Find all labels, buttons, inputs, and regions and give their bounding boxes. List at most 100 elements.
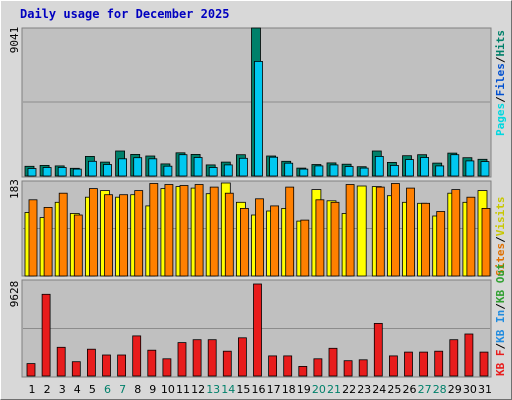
- legend-kbin: KB In: [494, 310, 507, 343]
- bar-sites-day-6: [104, 194, 113, 277]
- bar-sites-day-16: [255, 198, 264, 277]
- bar-kbf-day-19: [298, 365, 308, 377]
- bar-files-day-18: [284, 162, 294, 177]
- bar-kbf-day-21: [328, 347, 338, 377]
- bar-files-day-23: [359, 167, 369, 177]
- day-label-18: 18: [282, 383, 296, 396]
- bar-sites-day-7: [119, 194, 128, 277]
- bar-files-day-15: [238, 157, 248, 177]
- legend-hits-files-pages: Pages/Files/Hits: [494, 30, 507, 136]
- day-label-30: 30: [463, 383, 477, 396]
- bar-files-day-5: [88, 160, 97, 177]
- day-label-12: 12: [191, 383, 205, 396]
- bar-kbf-day-10: [162, 358, 172, 377]
- bar-kbf-day-14: [222, 350, 232, 377]
- day-label-1: 1: [29, 383, 36, 396]
- day-label-20: 20: [312, 383, 326, 396]
- y-max-label-kbytes: 9628: [8, 281, 21, 308]
- bar-files-day-26: [405, 159, 414, 177]
- bar-sites-day-28: [436, 211, 446, 277]
- day-label-26: 26: [403, 383, 417, 396]
- day-label-31: 31: [478, 383, 492, 396]
- bar-kbf-day-24: [373, 322, 383, 377]
- bar-files-day-13: [208, 167, 218, 177]
- bar-kbf-day-5: [87, 348, 96, 377]
- bar-files-day-7: [118, 158, 127, 177]
- bar-kbf-day-12: [192, 339, 202, 377]
- bar-sites-day-1: [28, 199, 38, 277]
- bar-sites-day-2: [43, 206, 53, 277]
- bar-sites-day-31: [481, 207, 491, 277]
- bar-sites-day-11: [179, 185, 189, 277]
- day-label-6: 6: [104, 383, 111, 396]
- day-label-5: 5: [89, 383, 96, 396]
- bar-files-day-22: [344, 166, 354, 177]
- bar-sites-day-13: [209, 186, 219, 277]
- bar-sites-day-30: [466, 196, 476, 277]
- bar-kbf-day-15: [237, 337, 247, 377]
- bar-files-day-8: [133, 157, 143, 177]
- legend-kbytes: KB F/KB In/KB Out: [494, 263, 507, 376]
- bar-kbf-day-23: [358, 359, 368, 377]
- legend-kbf: KB F: [494, 350, 507, 377]
- bar-sites-day-20: [315, 199, 325, 277]
- bar-files-day-25: [389, 164, 399, 177]
- bar-kbf-day-17: [268, 355, 278, 377]
- bar-kbf-day-26: [404, 351, 413, 377]
- bar-kbf-day-9: [147, 349, 157, 377]
- bar-sites-day-22: [345, 184, 355, 277]
- bar-kbf-day-6: [102, 354, 111, 377]
- day-label-17: 17: [267, 383, 281, 396]
- bar-visits-day-23: [356, 185, 367, 277]
- bar-kbf-day-1: [26, 363, 36, 377]
- day-label-23: 23: [357, 383, 371, 396]
- bar-files-day-28: [435, 165, 445, 177]
- bar-kbf-day-16: [253, 283, 262, 377]
- bar-sites-day-3: [58, 192, 68, 277]
- bar-files-day-9: [148, 158, 158, 177]
- day-label-11: 11: [176, 383, 190, 396]
- bar-files-day-29: [450, 154, 460, 177]
- bar-kbf-day-8: [132, 335, 142, 377]
- bar-kbf-day-7: [117, 354, 126, 377]
- bar-sites-day-15: [239, 207, 249, 277]
- day-label-14: 14: [221, 383, 235, 396]
- bar-kbf-day-11: [177, 342, 187, 377]
- day-label-24: 24: [372, 383, 386, 396]
- day-label-10: 10: [161, 383, 175, 396]
- bar-files-day-14: [223, 164, 233, 177]
- bar-kbf-day-31: [479, 351, 489, 377]
- bar-files-day-17: [269, 156, 279, 177]
- bar-sites-day-14: [224, 192, 234, 277]
- bar-sites-day-27: [421, 202, 431, 277]
- bar-sites-day-17: [270, 205, 280, 277]
- bar-kbf-day-2: [41, 293, 51, 377]
- bar-sites-day-21: [330, 201, 340, 277]
- day-label-22: 22: [342, 383, 356, 396]
- legend-sites: Sites: [494, 243, 507, 276]
- bar-sites-day-12: [194, 184, 204, 277]
- bar-files-day-4: [72, 168, 82, 177]
- legend-visits: Visits: [494, 197, 507, 237]
- day-label-15: 15: [236, 383, 250, 396]
- day-label-2: 2: [44, 383, 51, 396]
- bar-files-day-11: [178, 154, 188, 177]
- bar-sites-day-24: [375, 186, 385, 277]
- bar-files-day-10: [163, 165, 173, 177]
- day-label-8: 8: [134, 383, 141, 396]
- y-max-label-visits: 183: [8, 179, 21, 199]
- bar-sites-day-26: [406, 187, 415, 277]
- bar-sites-day-4: [73, 214, 83, 277]
- bar-kbf-day-20: [313, 358, 323, 377]
- bar-sites-day-5: [89, 188, 98, 277]
- bar-sites-day-25: [390, 183, 400, 277]
- day-label-28: 28: [433, 383, 447, 396]
- bar-kbf-day-22: [343, 360, 353, 377]
- bar-kbf-day-3: [56, 346, 66, 377]
- bar-kbf-day-30: [464, 333, 474, 377]
- bar-kbf-day-27: [419, 351, 429, 377]
- legend-visits-sites: Sites/Visits: [494, 197, 507, 277]
- legend-hits: Hits: [494, 30, 507, 57]
- bar-files-day-31: [480, 161, 490, 177]
- bar-files-day-6: [103, 164, 112, 177]
